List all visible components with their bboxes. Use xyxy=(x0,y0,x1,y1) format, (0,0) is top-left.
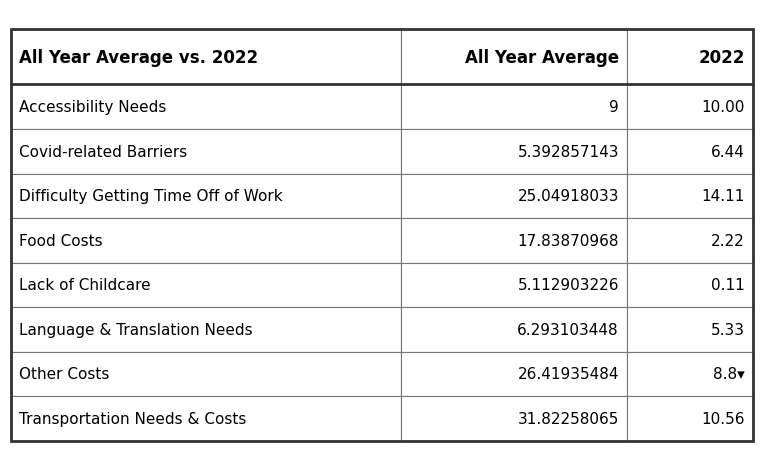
Bar xyxy=(626,30,753,85)
Text: 8.8▾: 8.8▾ xyxy=(713,367,745,381)
Bar xyxy=(626,130,753,174)
Bar xyxy=(11,218,400,263)
Text: Transportation Needs & Costs: Transportation Needs & Costs xyxy=(19,411,247,426)
Text: Covid-related Barriers: Covid-related Barriers xyxy=(19,145,187,159)
Text: Language & Translation Needs: Language & Translation Needs xyxy=(19,322,253,337)
Bar xyxy=(626,263,753,308)
Bar xyxy=(11,30,753,441)
Text: All Year Average vs. 2022: All Year Average vs. 2022 xyxy=(19,49,258,67)
Text: 14.11: 14.11 xyxy=(701,189,745,204)
Text: All Year Average: All Year Average xyxy=(465,49,619,67)
Bar xyxy=(400,263,626,308)
Bar xyxy=(626,352,753,396)
Bar xyxy=(626,308,753,352)
Bar xyxy=(11,263,400,308)
Bar xyxy=(626,396,753,441)
Bar xyxy=(400,218,626,263)
Bar xyxy=(626,174,753,218)
Bar xyxy=(11,352,400,396)
Bar xyxy=(400,130,626,174)
Bar xyxy=(11,396,400,441)
Text: 5.392857143: 5.392857143 xyxy=(517,145,619,159)
Bar xyxy=(626,85,753,130)
Text: 10.00: 10.00 xyxy=(701,100,745,115)
Text: 2.22: 2.22 xyxy=(711,233,745,248)
Text: 26.41935484: 26.41935484 xyxy=(517,367,619,381)
Text: 5.112903226: 5.112903226 xyxy=(517,278,619,293)
Text: 31.82258065: 31.82258065 xyxy=(517,411,619,426)
Bar xyxy=(11,30,400,85)
Bar xyxy=(626,218,753,263)
Text: 17.83870968: 17.83870968 xyxy=(517,233,619,248)
Bar xyxy=(400,352,626,396)
Text: 9: 9 xyxy=(609,100,619,115)
Bar xyxy=(400,30,626,85)
Bar xyxy=(11,85,400,130)
Text: 0.11: 0.11 xyxy=(711,278,745,293)
Text: Food Costs: Food Costs xyxy=(19,233,102,248)
Bar xyxy=(400,308,626,352)
Text: 6.44: 6.44 xyxy=(711,145,745,159)
Bar xyxy=(400,174,626,218)
Text: 10.56: 10.56 xyxy=(701,411,745,426)
Bar xyxy=(11,130,400,174)
Text: 6.293103448: 6.293103448 xyxy=(517,322,619,337)
Bar xyxy=(400,85,626,130)
Bar xyxy=(400,396,626,441)
Text: Accessibility Needs: Accessibility Needs xyxy=(19,100,167,115)
Text: 5.33: 5.33 xyxy=(711,322,745,337)
Text: Lack of Childcare: Lack of Childcare xyxy=(19,278,151,293)
Text: Difficulty Getting Time Off of Work: Difficulty Getting Time Off of Work xyxy=(19,189,283,204)
Text: Other Costs: Other Costs xyxy=(19,367,109,381)
Bar xyxy=(11,308,400,352)
Text: 2022: 2022 xyxy=(698,49,745,67)
Bar xyxy=(11,174,400,218)
Text: 25.04918033: 25.04918033 xyxy=(517,189,619,204)
